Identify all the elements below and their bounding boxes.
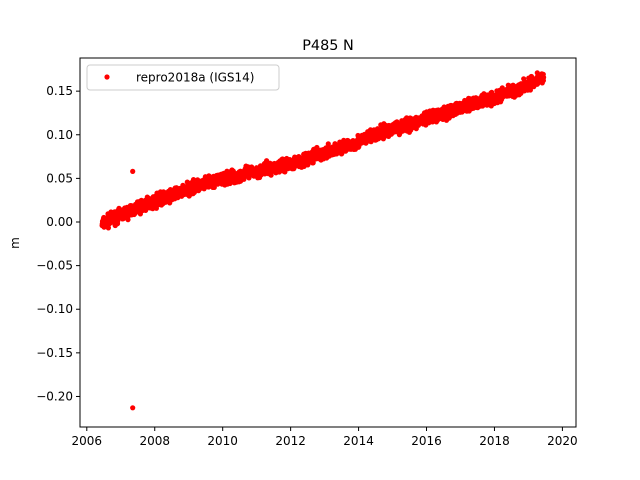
x-tick-label: 2014 bbox=[343, 434, 374, 448]
chart-title: P485 N bbox=[302, 38, 354, 54]
outlier-point bbox=[130, 405, 136, 411]
x-tick-label: 2016 bbox=[411, 434, 442, 448]
y-tick-label: 0.15 bbox=[46, 84, 73, 98]
y-axis-label: m bbox=[8, 237, 22, 249]
y-tick-label: −0.20 bbox=[36, 389, 73, 403]
y-tick-label: −0.10 bbox=[36, 302, 73, 316]
plot-background bbox=[80, 58, 576, 427]
y-tick-label: 0.00 bbox=[46, 215, 73, 229]
plot-frame bbox=[79, 57, 577, 428]
x-tick-label: 2012 bbox=[275, 434, 306, 448]
x-tick-label: 2006 bbox=[72, 434, 103, 448]
legend-label: repro2018a (IGS14) bbox=[136, 71, 254, 85]
legend: repro2018a (IGS14) bbox=[86, 64, 280, 91]
plot-area: 2006 2008 2010 2012 2014 2016 2018 2020 −0.20 −0.… bbox=[36, 57, 578, 448]
y-tick-label: 0.10 bbox=[46, 128, 73, 142]
data-layer bbox=[99, 70, 547, 411]
y-tick-label: −0.05 bbox=[36, 259, 73, 273]
data-point bbox=[541, 74, 547, 80]
legend-marker bbox=[104, 74, 110, 80]
x-tick-label: 2020 bbox=[547, 434, 578, 448]
x-tick-label: 2010 bbox=[207, 434, 238, 448]
y-tick-label: 0.05 bbox=[46, 171, 73, 185]
x-tick-label: 2008 bbox=[139, 434, 170, 448]
outlier-point bbox=[130, 168, 136, 174]
x-tick-label: 2018 bbox=[479, 434, 510, 448]
ticks-layer: 2006 2008 2010 2012 2014 2016 2018 2020 −0.20 −0.… bbox=[36, 84, 577, 448]
legend-box bbox=[86, 64, 280, 91]
y-tick-label: −0.15 bbox=[36, 346, 73, 360]
